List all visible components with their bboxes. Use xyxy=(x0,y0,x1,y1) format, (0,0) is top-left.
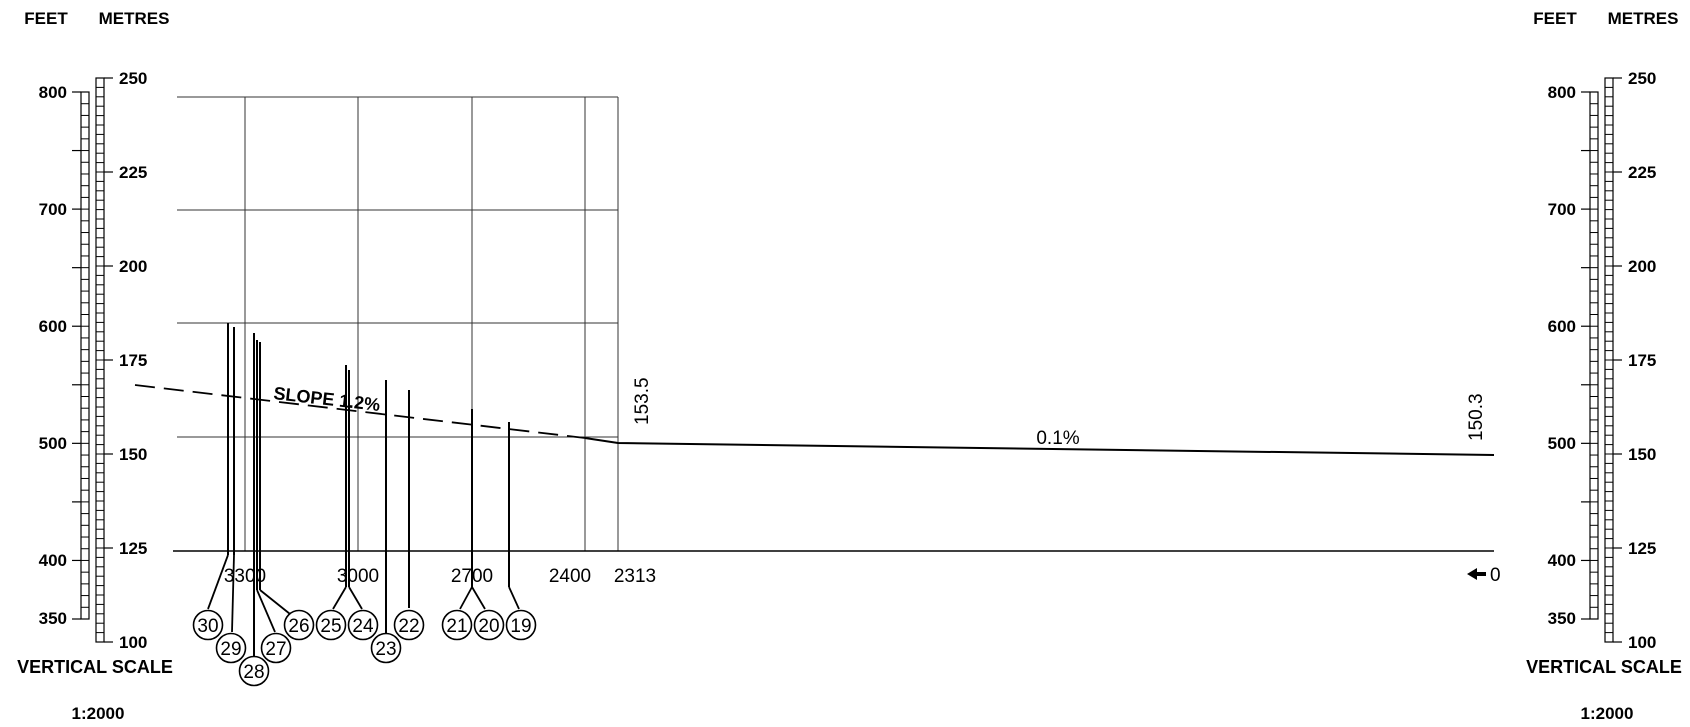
right-scale-caption: VERTICAL SCALE xyxy=(1526,657,1682,677)
left-metres-100: 100 xyxy=(119,633,147,652)
marker-27: 27 xyxy=(260,632,292,664)
left-metres-125: 125 xyxy=(119,539,147,558)
profile-line xyxy=(584,437,1495,456)
right-feet-350: 350 xyxy=(1548,609,1576,628)
left-feet-700: 700 xyxy=(39,200,67,219)
right-feet-700: 700 xyxy=(1548,200,1576,219)
right-metres-125: 125 xyxy=(1628,539,1656,558)
gradient-label: 0.1% xyxy=(1036,428,1079,449)
left-metres-175: 175 xyxy=(119,351,147,370)
elevation-start-label: 153.5 xyxy=(632,377,653,425)
left-metres-225: 225 xyxy=(119,163,147,182)
chainage-labels: 3300 3000 2700 2400 2313 xyxy=(224,566,656,587)
leader-26 xyxy=(259,589,291,615)
left-feet-header: FEET xyxy=(24,9,68,28)
marker-24: 24 xyxy=(347,609,379,641)
marker-27-label: 27 xyxy=(265,639,286,660)
left-metres-250: 250 xyxy=(119,69,147,88)
borehole-lines xyxy=(227,323,510,668)
right-feet-500: 500 xyxy=(1548,434,1576,453)
left-metres-200: 200 xyxy=(119,257,147,276)
chainage-3300: 3300 xyxy=(224,566,266,587)
left-metres-tick-labels: 250 225 200 175 150 125 100 xyxy=(119,69,147,652)
marker-29-label: 29 xyxy=(220,639,241,660)
marker-22-label: 22 xyxy=(398,616,419,637)
right-scale-ruler xyxy=(1581,77,1622,643)
right-feet-header: FEET xyxy=(1533,9,1577,28)
marker-leaders xyxy=(207,554,520,633)
marker-22: 22 xyxy=(393,609,425,641)
origin-marker: 0 xyxy=(1467,565,1501,586)
marker-21: 21 xyxy=(441,609,473,641)
origin-label: 0 xyxy=(1490,565,1501,586)
marker-26: 26 xyxy=(283,609,315,641)
left-scale-ratio: 1:2000 xyxy=(72,704,125,723)
marker-29: 29 xyxy=(215,632,247,664)
right-vertical-scale: FEET METRES 800 700 600 500 400 350 250 … xyxy=(1526,9,1682,723)
marker-23: 23 xyxy=(370,632,402,664)
marker-21-label: 21 xyxy=(446,616,467,637)
chainage-2700: 2700 xyxy=(451,566,493,587)
marker-26-label: 26 xyxy=(288,616,309,637)
left-feet-tick-labels: 800 700 600 500 400 350 xyxy=(39,83,67,628)
chainage-3000: 3000 xyxy=(337,566,379,587)
marker-23-label: 23 xyxy=(375,639,396,660)
left-metres-header: METRES xyxy=(99,9,170,28)
marker-30: 30 xyxy=(192,609,224,641)
left-scale-caption: VERTICAL SCALE xyxy=(17,657,173,677)
leader-19 xyxy=(508,586,520,610)
right-scale-ratio: 1:2000 xyxy=(1581,704,1634,723)
chainage-2400: 2400 xyxy=(549,566,591,587)
marker-30-label: 30 xyxy=(197,616,218,637)
right-metres-200: 200 xyxy=(1628,257,1656,276)
arrow-left-icon xyxy=(1467,568,1486,580)
left-scale-ruler xyxy=(72,77,113,643)
right-metres-250: 250 xyxy=(1628,69,1656,88)
left-vertical-scale: FEET METRES 800 700 600 500 400 350 250 … xyxy=(17,9,173,723)
left-feet-800: 800 xyxy=(39,83,67,102)
leader-24 xyxy=(348,586,363,610)
leader-25 xyxy=(332,586,347,610)
right-metres-100: 100 xyxy=(1628,633,1656,652)
right-metres-225: 225 xyxy=(1628,163,1656,182)
left-feet-400: 400 xyxy=(39,551,67,570)
leader-20 xyxy=(471,586,486,610)
right-feet-tick-labels: 800 700 600 500 400 350 xyxy=(1548,83,1576,628)
leader-29 xyxy=(231,554,235,633)
grid xyxy=(177,96,619,551)
marker-25-label: 25 xyxy=(320,616,341,637)
right-metres-header: METRES xyxy=(1608,9,1679,28)
marker-20-label: 20 xyxy=(478,616,499,637)
right-metres-175: 175 xyxy=(1628,351,1656,370)
marker-19: 19 xyxy=(505,609,537,641)
chainage-2313: 2313 xyxy=(614,566,656,587)
marker-28: 28 xyxy=(238,655,270,687)
leader-27 xyxy=(256,589,276,633)
slope-label: SLOPE 1.2% xyxy=(273,383,382,415)
left-feet-column xyxy=(80,91,90,620)
marker-20: 20 xyxy=(473,609,505,641)
leader-21 xyxy=(459,586,473,610)
right-feet-600: 600 xyxy=(1548,317,1576,336)
left-feet-500: 500 xyxy=(39,434,67,453)
left-feet-600: 600 xyxy=(39,317,67,336)
marker-24-label: 24 xyxy=(352,616,374,637)
marker-28-label: 28 xyxy=(243,662,264,683)
right-feet-column xyxy=(1589,91,1599,620)
marker-25: 25 xyxy=(315,609,347,641)
right-metres-tick-labels: 250 225 200 175 150 125 100 xyxy=(1628,69,1656,652)
elevation-end-label: 150.3 xyxy=(1466,393,1487,441)
right-metres-150: 150 xyxy=(1628,445,1656,464)
left-metres-150: 150 xyxy=(119,445,147,464)
left-feet-350: 350 xyxy=(39,609,67,628)
right-feet-800: 800 xyxy=(1548,83,1576,102)
marker-19-label: 19 xyxy=(510,616,531,637)
leader-30 xyxy=(207,554,229,610)
numbered-markers: 30 29 28 27 26 25 24 23 22 21 20 19 xyxy=(192,609,537,687)
right-feet-400: 400 xyxy=(1548,551,1576,570)
